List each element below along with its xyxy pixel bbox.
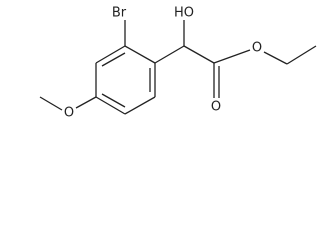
atom-label: Br [112, 6, 127, 21]
atom-label: O [64, 106, 74, 121]
atom-label: HO [174, 6, 194, 21]
molecule: Br HO O O O [39, 6, 317, 121]
atom-label: O [211, 100, 221, 115]
bonds [39, 20, 317, 115]
atom-label: O [252, 41, 262, 56]
